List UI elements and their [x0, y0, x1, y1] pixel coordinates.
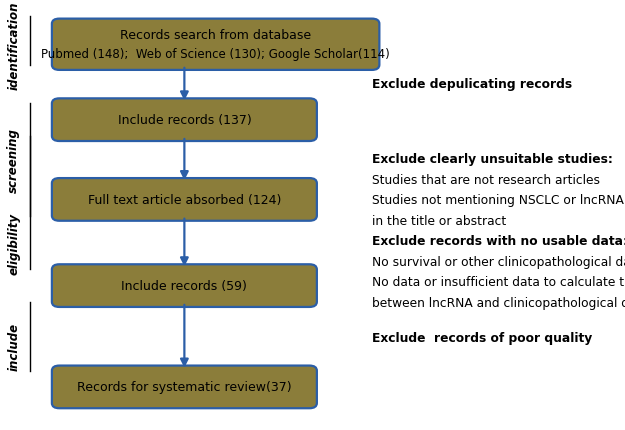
Text: Records search from database: Records search from database [120, 29, 311, 42]
Text: Include records (137): Include records (137) [118, 114, 251, 127]
Text: Studies not mentioning NSCLC or lncRNA: Studies not mentioning NSCLC or lncRNA [372, 194, 624, 207]
FancyBboxPatch shape [52, 99, 317, 142]
Text: Include records (59): Include records (59) [121, 280, 248, 292]
Text: Pubmed (148);  Web of Science (130); Google Scholar(114): Pubmed (148); Web of Science (130); Goog… [41, 48, 390, 61]
Text: in the title or abstract: in the title or abstract [372, 215, 506, 227]
Text: identification: identification [8, 1, 20, 89]
Text: screening: screening [8, 128, 20, 192]
Text: between lncRNA and clinicopathological data: between lncRNA and clinicopathological d… [372, 296, 625, 309]
Text: Studies that are not research articles: Studies that are not research articles [372, 173, 600, 186]
Text: Exclude records with no usable data:: Exclude records with no usable data: [372, 234, 625, 247]
Text: Full text article absorbed (124): Full text article absorbed (124) [88, 194, 281, 206]
FancyBboxPatch shape [52, 179, 317, 221]
Text: Exclude  records of poor quality: Exclude records of poor quality [372, 331, 592, 344]
Text: No survival or other clinicopathological data: No survival or other clinicopathological… [372, 255, 625, 268]
FancyBboxPatch shape [52, 19, 379, 71]
Text: include: include [8, 322, 20, 370]
FancyBboxPatch shape [52, 264, 317, 307]
Text: No data or insufficient data to calculate the correlation: No data or insufficient data to calculat… [372, 276, 625, 289]
Text: Records for systematic review(37): Records for systematic review(37) [77, 381, 292, 393]
Text: Exclude clearly unsuitable studies:: Exclude clearly unsuitable studies: [372, 153, 612, 166]
Text: eligibility: eligibility [8, 212, 20, 274]
Text: Exclude depulicating records: Exclude depulicating records [372, 77, 572, 90]
FancyBboxPatch shape [52, 366, 317, 408]
